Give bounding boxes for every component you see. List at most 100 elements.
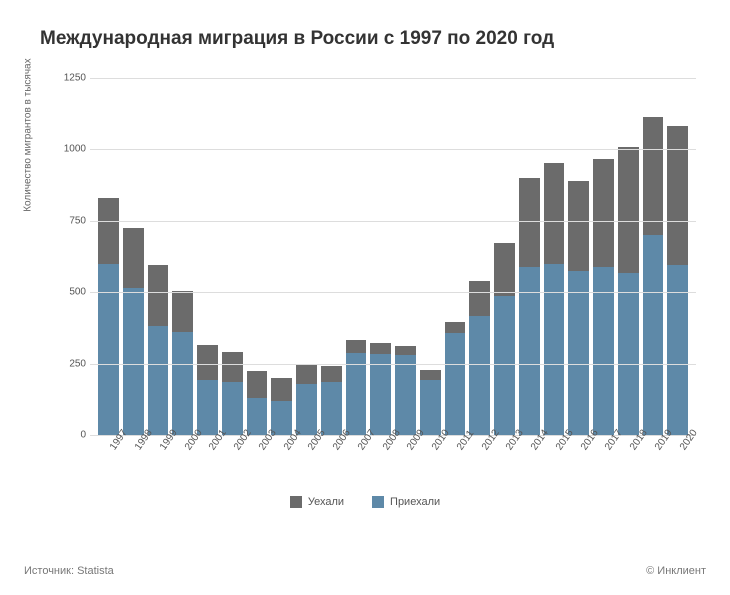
- x-tick-label: 2001: [197, 440, 218, 488]
- bar-segment-arrived: [148, 326, 169, 435]
- bar-group: [544, 78, 565, 435]
- gridline: [90, 78, 696, 79]
- bar-segment-left: [197, 345, 218, 380]
- x-tick-label: 2009: [395, 440, 416, 488]
- bar-stack: [148, 265, 169, 435]
- bar-segment-left: [123, 228, 144, 289]
- bar-group: [420, 78, 441, 435]
- x-tick-label: 2006: [321, 440, 342, 488]
- source-name: Statista: [77, 565, 114, 577]
- x-tick-label: 2002: [222, 440, 243, 488]
- bar-segment-left: [321, 366, 342, 381]
- x-tick-label: 2018: [618, 440, 639, 488]
- bar-segment-arrived: [346, 353, 367, 435]
- bar-stack: [544, 163, 565, 435]
- bar-segment-left: [346, 340, 367, 353]
- bar-group: [271, 78, 292, 435]
- bar-stack: [370, 343, 391, 435]
- footer: Источник: Statista © Инклиент: [24, 565, 706, 577]
- copyright: © Инклиент: [646, 565, 706, 577]
- bar-group: [395, 78, 416, 435]
- legend-swatch: [290, 496, 302, 508]
- bars-region: [98, 78, 688, 435]
- bar-group: [667, 78, 688, 435]
- bar-segment-arrived: [494, 296, 515, 435]
- x-tick-label: 2000: [172, 440, 193, 488]
- bar-stack: [321, 366, 342, 435]
- x-tick-label: 2011: [445, 440, 466, 488]
- bar-segment-left: [247, 371, 268, 398]
- legend: Уехали Приехали: [24, 496, 706, 508]
- bar-segment-left: [296, 364, 317, 384]
- bar-segment-left: [148, 265, 169, 326]
- source: Источник: Statista: [24, 565, 114, 577]
- bar-segment-arrived: [370, 354, 391, 435]
- bar-segment-left: [494, 243, 515, 296]
- x-tick-label: 2005: [296, 440, 317, 488]
- bar-group: [98, 78, 119, 435]
- bar-group: [296, 78, 317, 435]
- bar-segment-left: [469, 281, 490, 316]
- bar-group: [370, 78, 391, 435]
- x-tick-label: 2015: [544, 440, 565, 488]
- x-tick-label: 1998: [123, 440, 144, 488]
- bar-stack: [98, 198, 119, 435]
- source-label: Источник:: [24, 565, 74, 577]
- bar-stack: [643, 117, 664, 435]
- chart-container: Международная миграция в России с 1997 п…: [0, 0, 730, 595]
- x-tick-label: 2012: [469, 440, 490, 488]
- bar-group: [222, 78, 243, 435]
- legend-item: Приехали: [372, 496, 440, 508]
- bar-segment-arrived: [247, 398, 268, 435]
- bar-segment-left: [643, 117, 664, 235]
- bar-stack: [247, 371, 268, 435]
- x-tick-label: 2003: [247, 440, 268, 488]
- bar-segment-arrived: [667, 265, 688, 435]
- x-tick-label: 2013: [494, 440, 515, 488]
- y-tick-label: 750: [56, 215, 86, 226]
- bar-stack: [593, 159, 614, 435]
- bar-segment-left: [271, 378, 292, 401]
- bar-segment-left: [370, 343, 391, 354]
- bar-stack: [271, 378, 292, 435]
- bar-segment-left: [172, 291, 193, 333]
- bar-segment-arrived: [643, 235, 664, 435]
- bar-segment-left: [593, 159, 614, 267]
- x-tick-label: 2008: [370, 440, 391, 488]
- x-tick-label: 1999: [148, 440, 169, 488]
- chart-area: Количество мигрантов в тысячах 025050075…: [64, 78, 696, 488]
- bar-stack: [519, 178, 540, 435]
- bar-segment-arrived: [445, 333, 466, 435]
- bar-segment-arrived: [222, 382, 243, 435]
- bar-segment-arrived: [544, 264, 565, 435]
- bar-group: [469, 78, 490, 435]
- bar-group: [321, 78, 342, 435]
- x-tick-label: 2004: [271, 440, 292, 488]
- x-tick-label: 2019: [643, 440, 664, 488]
- bar-stack: [123, 228, 144, 435]
- bar-segment-left: [98, 198, 119, 265]
- y-tick-label: 1000: [56, 144, 86, 155]
- y-tick-label: 250: [56, 358, 86, 369]
- legend-label: Уехали: [308, 496, 344, 508]
- bar-stack: [568, 181, 589, 435]
- bar-stack: [346, 340, 367, 435]
- bar-stack: [445, 322, 466, 435]
- bar-segment-arrived: [197, 380, 218, 435]
- bar-stack: [667, 126, 688, 435]
- gridline: [90, 292, 696, 293]
- bar-segment-left: [568, 181, 589, 271]
- gridline: [90, 364, 696, 365]
- x-tick-label: 2016: [568, 440, 589, 488]
- bar-stack: [197, 345, 218, 435]
- bar-segment-arrived: [469, 316, 490, 435]
- x-tick-label: 2007: [346, 440, 367, 488]
- x-tick-label: 2017: [593, 440, 614, 488]
- bar-segment-arrived: [296, 384, 317, 435]
- bar-stack: [395, 346, 416, 435]
- x-tick-label: 2014: [519, 440, 540, 488]
- bar-segment-left: [618, 147, 639, 273]
- bar-segment-left: [519, 178, 540, 267]
- bar-segment-arrived: [123, 288, 144, 435]
- bar-group: [148, 78, 169, 435]
